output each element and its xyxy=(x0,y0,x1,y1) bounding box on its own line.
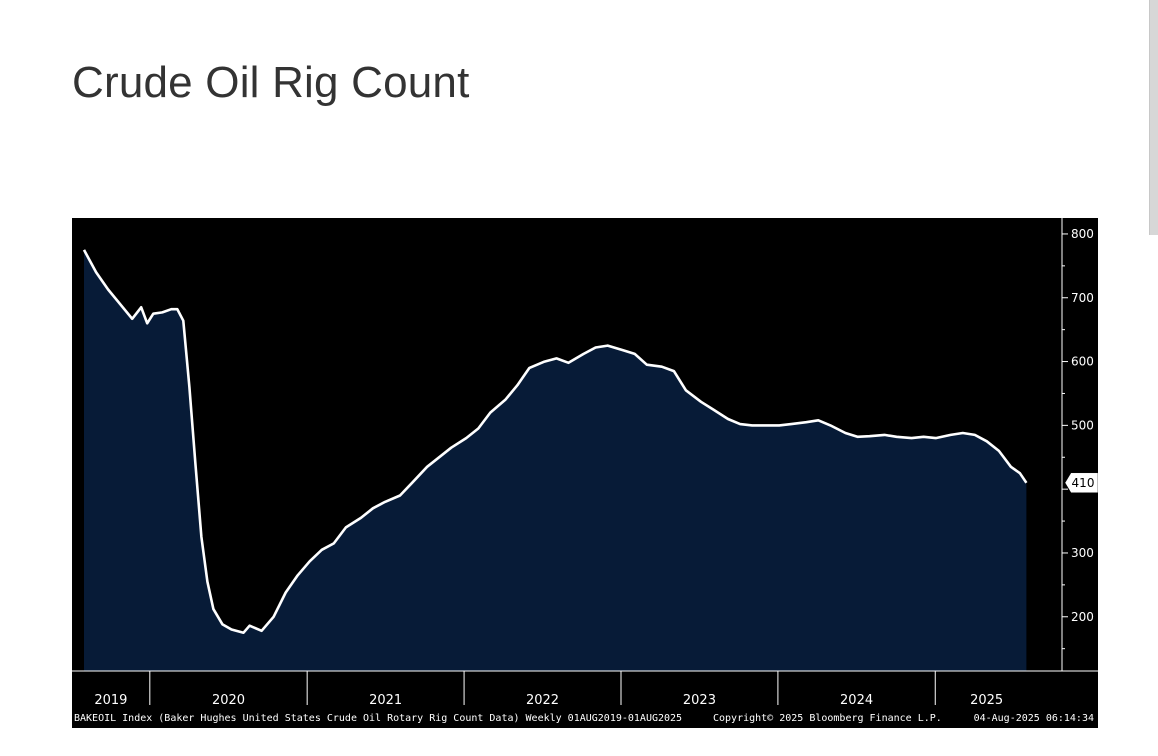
y-tick-label: 700 xyxy=(1071,291,1094,305)
y-tick-label: 600 xyxy=(1071,355,1094,369)
footer-timestamp: 04-Aug-2025 06:14:34 xyxy=(974,713,1094,724)
last-value-label: 410 xyxy=(1072,476,1095,490)
x-tick-label: 2023 xyxy=(683,693,716,708)
chart-container: 2019202020212022202320242025200300400500… xyxy=(72,218,1098,728)
axis-layer: 2019202020212022202320242025200300400500… xyxy=(72,218,1098,708)
footer-copyright: Copyright© 2025 Bloomberg Finance L.P. xyxy=(713,713,942,724)
x-tick-label: 2021 xyxy=(369,693,402,708)
footer-source: BAKEOIL Index (Baker Hughes United State… xyxy=(74,713,682,724)
y-tick-label: 500 xyxy=(1071,418,1094,432)
y-tick-label: 800 xyxy=(1071,227,1094,241)
series-area xyxy=(84,249,1027,671)
scrollbar[interactable] xyxy=(1149,0,1158,235)
x-tick-label: 2025 xyxy=(970,693,1003,708)
page-title: Crude Oil Rig Count xyxy=(72,58,470,107)
series-line xyxy=(82,249,1028,634)
x-tick-label: 2024 xyxy=(840,693,873,708)
x-tick-label: 2022 xyxy=(526,693,559,708)
y-tick-label: 200 xyxy=(1071,610,1094,624)
y-tick-label: 300 xyxy=(1071,546,1094,560)
rig-count-chart: 2019202020212022202320242025200300400500… xyxy=(72,218,1098,724)
x-tick-label: 2019 xyxy=(94,693,127,708)
x-tick-label: 2020 xyxy=(212,693,245,708)
last-value-callout xyxy=(1064,472,1098,494)
plot-layer xyxy=(82,249,1028,671)
